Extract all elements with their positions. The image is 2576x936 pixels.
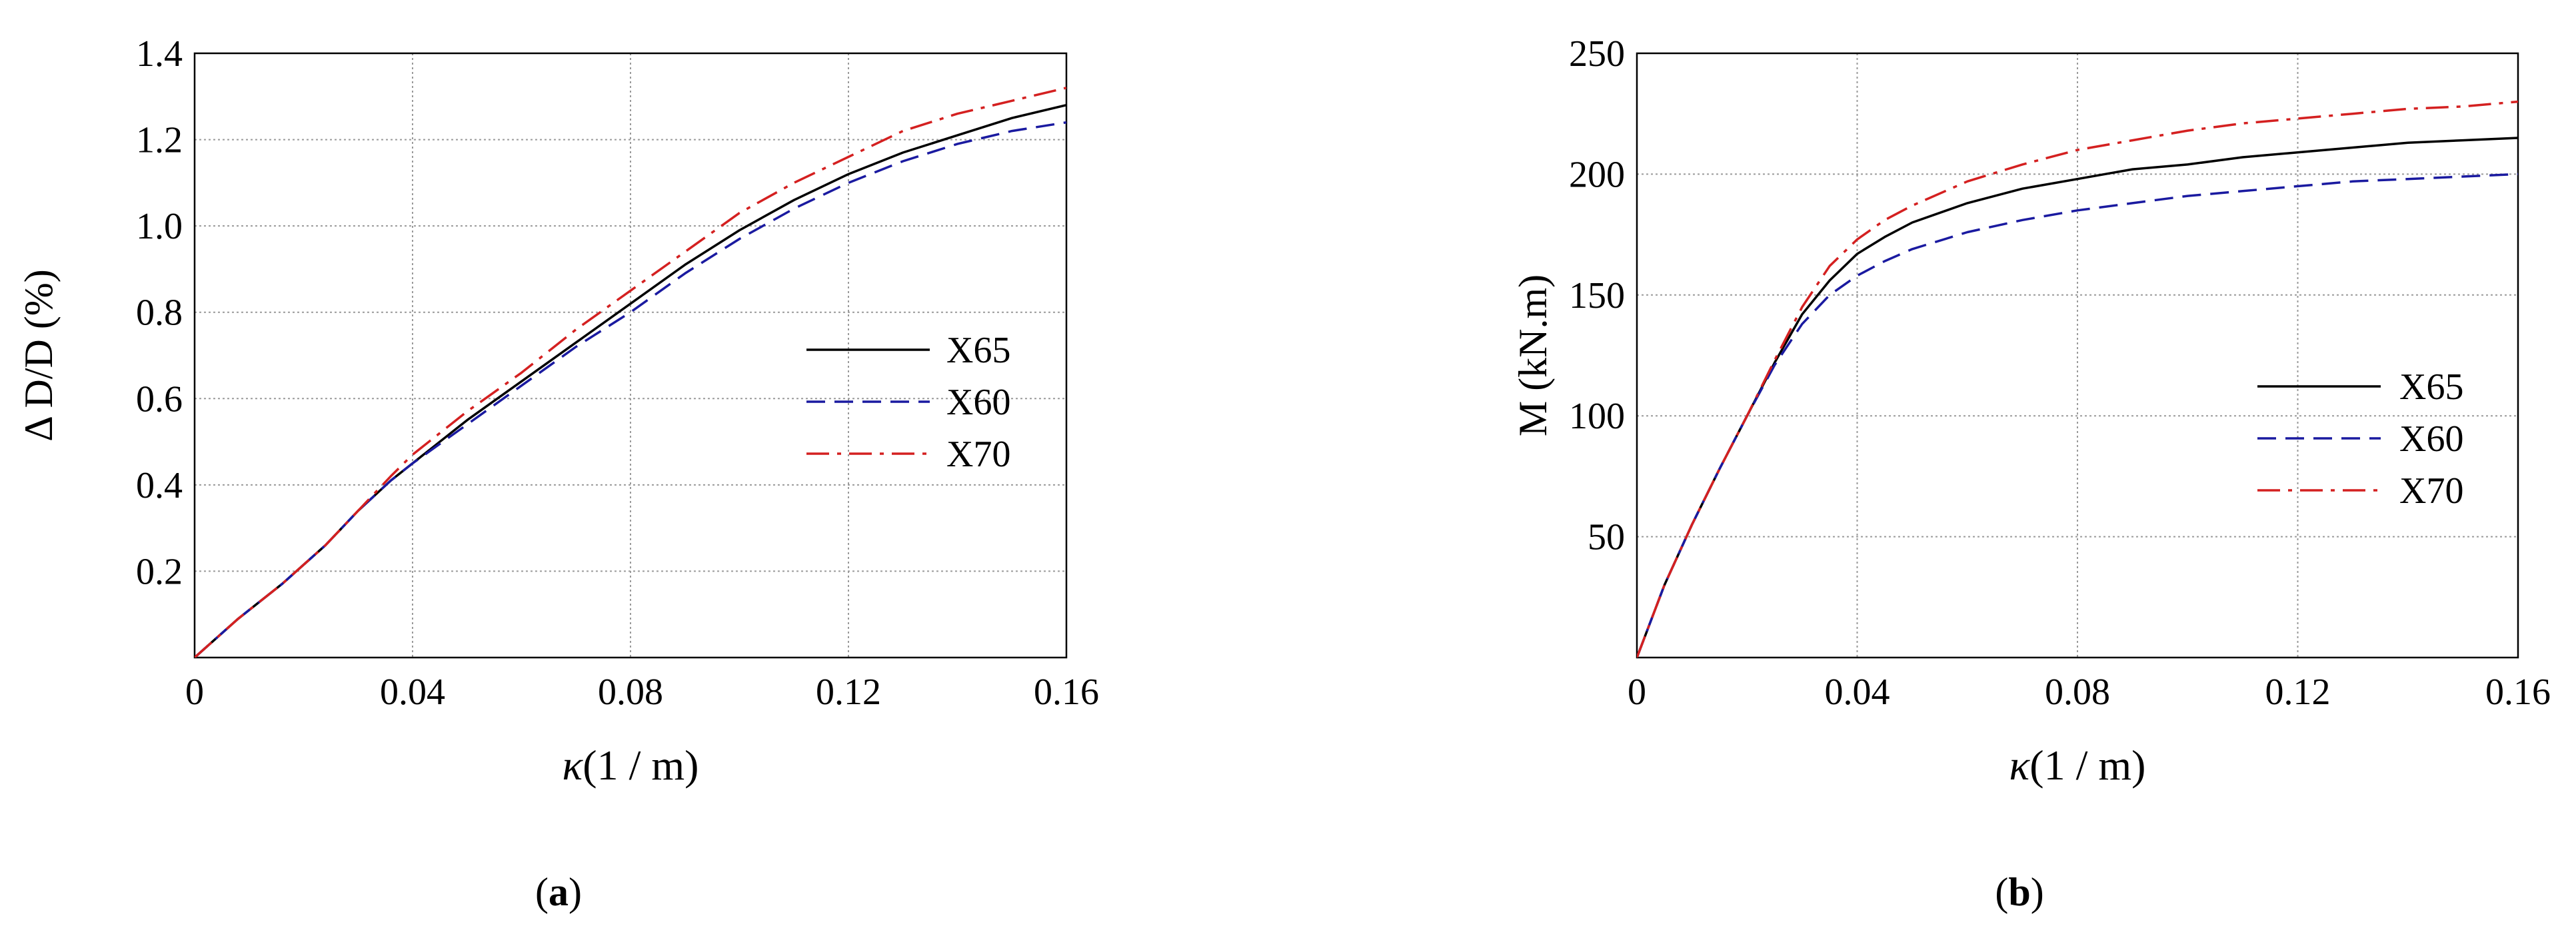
y-tick-label: 200 [1569, 154, 1625, 195]
x-axis-unit: (1 / m) [583, 741, 698, 789]
x-axis-title: κ(1 / m) [563, 741, 699, 789]
panel-label-a: (a) [535, 870, 582, 914]
x-tick-label: 0.12 [816, 672, 881, 713]
y-tick-label: 0.2 [136, 551, 183, 592]
series-line-x60 [1637, 173, 2518, 658]
y-tick-label: 250 [1569, 33, 1625, 75]
legend-label-x70: X70 [2399, 470, 2463, 512]
x-axis-unit: (1 / m) [2029, 741, 2145, 789]
x-tick-label: 0 [1628, 672, 1646, 713]
x-axis-symbol: κ [563, 741, 584, 789]
y-tick-label: 0.8 [136, 292, 183, 334]
y-tick-label: 1.2 [136, 120, 183, 161]
x-tick-label: 0.04 [380, 672, 445, 713]
legend-label-x70: X70 [946, 434, 1010, 475]
x-tick-label: 0.08 [2045, 672, 2110, 713]
y-tick-label: 0.4 [136, 465, 183, 506]
series-line-x65 [1637, 137, 2518, 658]
x-tick-label: 0.16 [2485, 672, 2551, 713]
series-line-x70 [195, 87, 1066, 658]
chart-a: 0 0.04 0.08 0.12 0.16 0.2 0.4 0.6 0.8 1.0 1.2 1.4 κ(… [17, 33, 1099, 789]
y-tick-label: 100 [1569, 396, 1625, 437]
x-tick-label: 0.16 [1034, 672, 1099, 713]
y-tick-label: 1.4 [136, 33, 183, 75]
y-axis-title: Δ D/D (%) [17, 269, 61, 442]
series-line-x70 [1637, 100, 2518, 658]
legend-label-x65: X65 [2399, 366, 2463, 408]
legend-label-x60: X60 [2399, 418, 2463, 460]
plot-frame [1636, 52, 2519, 659]
x-tick-label: 0.04 [1825, 672, 1890, 713]
x-axis-title: κ(1 / m) [2009, 741, 2146, 789]
chart-b: 0 0.04 0.08 0.12 0.16 50 100 150 200 250 κ(1 / m) M… [1511, 33, 2551, 789]
x-tick-label: 0.12 [2265, 672, 2331, 713]
x-axis-symbol: κ [2009, 741, 2031, 789]
y-tick-label: 1.0 [136, 206, 183, 247]
y-axis-title: M (kN.m) [1511, 274, 1555, 436]
legend-label-x65: X65 [946, 330, 1010, 371]
x-tick-label: 0.08 [598, 672, 663, 713]
plot-frame [193, 52, 1068, 659]
y-tick-label: 0.6 [136, 378, 183, 420]
legend-label-x60: X60 [946, 382, 1010, 423]
x-tick-label: 0 [185, 672, 204, 713]
y-tick-label: 150 [1569, 275, 1625, 316]
panel-label-b: (b) [1995, 870, 2044, 914]
y-tick-label: 50 [1588, 517, 1625, 558]
